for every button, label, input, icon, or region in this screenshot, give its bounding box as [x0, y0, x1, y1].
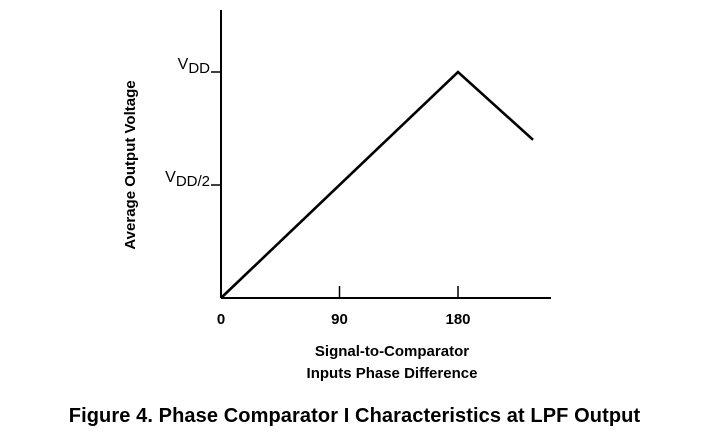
x-tick-labels: 0 90 180 — [217, 311, 471, 328]
y-ticks — [211, 71, 221, 186]
x-tick-label-180: 180 — [445, 311, 470, 328]
figure-caption: Figure 4. Phase Comparator I Characteris… — [68, 405, 641, 427]
x-axis-label-line1: Signal-to-Comparator — [314, 343, 470, 360]
y-axis-label: Average Output Voltage — [122, 80, 139, 249]
x-tick-label-0: 0 — [217, 311, 225, 328]
y-tick-label-dd-2: VDD/2 — [165, 169, 210, 190]
series-line — [220, 70, 534, 299]
y-tick-label-dd: VDD — [177, 56, 210, 77]
x-ticks — [338, 286, 459, 298]
x-axis-label-line2: Inputs Phase Difference — [306, 365, 478, 382]
x-tick-label-90: 90 — [331, 311, 348, 328]
